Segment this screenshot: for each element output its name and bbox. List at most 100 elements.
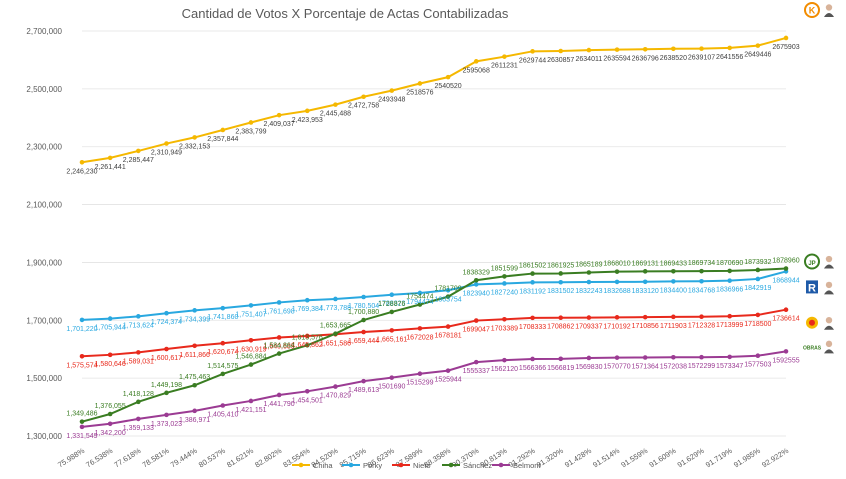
data-point-nieto [79,353,85,359]
data-label-porky: 1,773,788 [320,305,351,312]
data-label-chiha: 2595068 [463,67,490,74]
data-point-porky [473,282,479,287]
data-label-chiha: 2,261,441 [95,164,126,171]
data-label-belmont: 1566366 [519,365,546,372]
data-point-chiha [783,35,789,41]
data-label-nieto: 1,659,444 [348,338,379,345]
data-label-chiha: 2638520 [660,55,687,62]
data-point-sanchez [445,294,451,299]
data-label-belmont: 1,386,971 [179,417,210,424]
data-point-porky [417,290,423,296]
candidate-avatar-head [825,255,833,263]
data-label-porky: 1,751,407 [235,311,266,318]
data-label-chiha: 2630857 [547,57,574,64]
data-point-sanchez [248,362,254,367]
data-point-belmont [248,398,254,404]
data-label-sanchez: 1,546,884 [235,354,266,361]
data-point-porky [389,292,395,298]
data-point-chiha [79,159,85,165]
data-point-chiha [164,141,169,146]
y-axis-ticks: 1,300,000 1,500,000 1,700,000 1,900,000 2,10… [26,27,62,441]
data-label-sanchez: 1,418,128 [123,391,154,398]
data-label-chiha: 2,246,230 [66,168,97,175]
data-label-belmont: 1571364 [632,363,659,370]
data-point-belmont [642,355,648,360]
legend-label-porky: Porky [363,461,382,470]
x-tick-label: 91.428% [563,446,593,469]
data-point-chiha [361,94,366,100]
candidate-avatar-head [825,316,833,324]
legend-marker-chiha [298,462,304,468]
x-tick-label: 79.444% [169,446,199,469]
series-lines [79,35,789,430]
data-label-belmont: 1569830 [575,364,602,371]
legend: Chiha Porky Nieto Sánchez Belmont [292,461,541,470]
data-label-porky: 1834400 [660,287,687,294]
data-label-sanchez: 1,349,486 [66,411,97,418]
candidate-avatar-head [825,340,833,348]
y-tick-label: 1,300,000 [26,432,62,441]
data-point-sanchez [333,331,338,336]
data-label-belmont: 1515299 [406,380,433,387]
data-label-porky: 1,761,698 [264,308,295,315]
data-point-porky [671,279,676,284]
candidate-avatar-head [825,4,833,11]
data-point-nieto [107,352,113,358]
data-label-sanchez: 1873932 [744,259,771,266]
data-label-nieto: 1,665,161 [376,336,407,343]
data-label-belmont: 1,454,501 [292,397,323,404]
data-label-belmont: 1525944 [434,377,461,384]
legend-label-belmont: Belmont [513,461,541,470]
data-point-nieto [727,313,732,319]
data-label-nieto: 1718500 [744,321,771,328]
candidate-avatar-body [824,325,834,330]
data-label-belmont: 1555337 [463,368,490,375]
data-point-porky [558,279,564,285]
data-label-belmont: 1,489,613 [348,387,379,394]
legend-marker-porky [348,462,354,468]
data-point-porky [727,278,732,283]
data-point-chiha [671,46,676,52]
data-point-belmont [417,371,423,377]
data-point-belmont [473,359,479,365]
data-point-chiha [136,148,141,154]
data-label-belmont: 1570770 [603,364,630,371]
data-label-belmont: 1572038 [660,363,687,370]
data-point-sanchez [79,419,85,424]
data-label-sanchez: 1865189 [575,261,602,268]
data-label-belmont: 1,359,133 [123,425,154,432]
candidate-avatar-head [825,281,833,289]
data-point-nieto [304,333,310,339]
data-label-sanchez: 1,584,864 [264,343,295,350]
data-label-nieto: 1709337 [575,324,602,331]
data-label-sanchez: 1,613,576 [292,334,323,341]
data-label-nieto: 1703389 [491,325,518,332]
data-point-porky [164,310,169,316]
data-label-chiha: 2,472,758 [348,103,379,110]
data-label-porky: 1834768 [688,287,715,294]
data-point-belmont [220,403,226,408]
series-line-chiha [81,37,787,164]
data-label-belmont: 1577503 [744,362,771,369]
data-point-sanchez [276,351,282,356]
data-point-chiha [107,155,113,161]
legend-marker-sanchez [448,462,454,468]
data-point-sanchez [671,268,676,274]
data-label-porky: 1,724,374 [151,319,182,326]
x-tick-label: 81.621% [225,446,255,469]
data-label-chiha: 2636796 [632,55,659,62]
y-tick-label: 2,500,000 [26,85,62,94]
data-point-chiha [699,46,704,51]
data-label-nieto: 1,645,862 [292,342,323,349]
data-point-belmont [502,357,507,363]
data-label-sanchez: 1781709 [434,286,461,293]
data-label-sanchez: 1861925 [547,262,574,269]
data-point-belmont [192,408,197,414]
data-label-belmont: 1566819 [547,365,574,372]
data-label-chiha: 2675903 [772,44,799,51]
x-tick-label: 76.538% [84,446,114,469]
data-label-chiha: 2629744 [519,57,546,64]
data-label-porky: 1831192 [519,288,546,295]
data-point-nieto [530,315,535,321]
data-point-belmont [699,354,704,360]
